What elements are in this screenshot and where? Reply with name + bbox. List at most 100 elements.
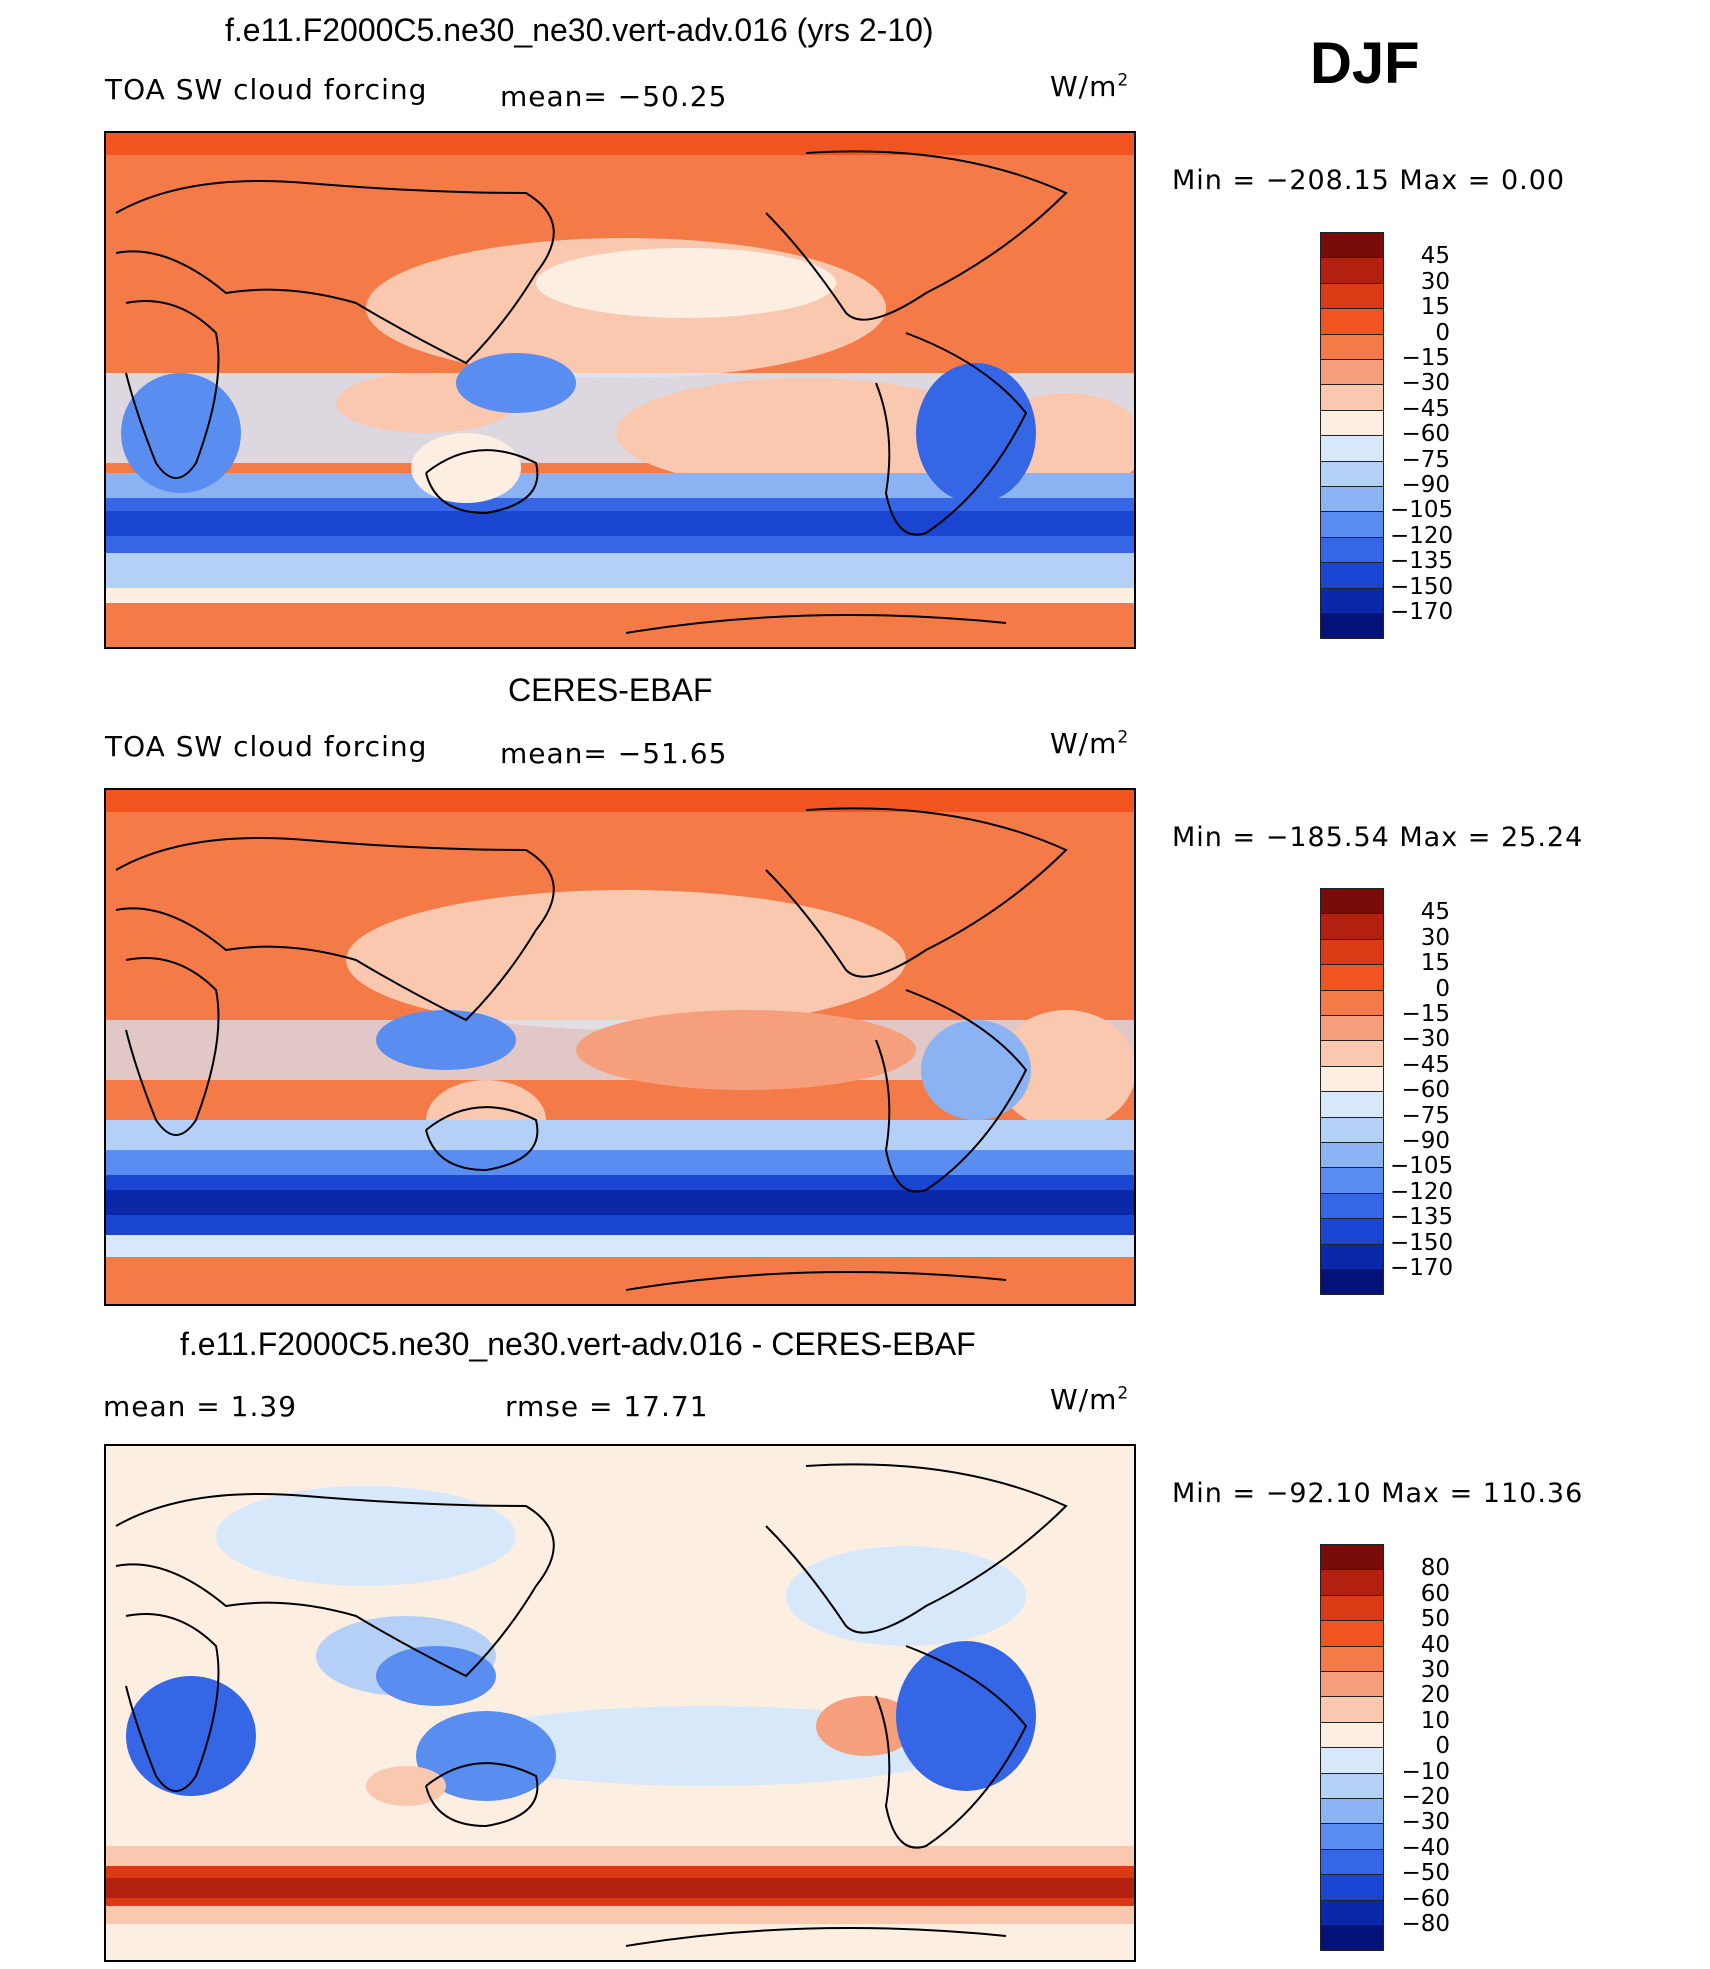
- colorbar-label: 30: [1420, 1657, 1450, 1683]
- colorbar-box: [1320, 562, 1384, 589]
- colorbar-label: 80: [1420, 1555, 1450, 1582]
- colorbar-label: 30: [1420, 924, 1450, 951]
- colorbar-box: [1320, 1721, 1384, 1749]
- colorbar-label: −120: [1390, 522, 1454, 549]
- panel1-units: W/m2: [1050, 70, 1130, 103]
- colorbar-label: 0: [1435, 1733, 1450, 1760]
- colorbar-box: [1320, 359, 1384, 386]
- colorbar-label: −75: [1401, 1102, 1450, 1129]
- colorbar-box: [1320, 1091, 1384, 1118]
- colorbar-box: [1320, 1167, 1384, 1194]
- colorbar-box: [1320, 1192, 1384, 1220]
- panel3-map: [104, 1444, 1136, 1962]
- colorbar-box: [1320, 1645, 1384, 1672]
- colorbar-box: [1320, 1569, 1384, 1596]
- colorbar-label: −60: [1401, 1077, 1450, 1104]
- colorbar-label: −45: [1401, 395, 1450, 422]
- colorbar-box: [1320, 613, 1384, 640]
- colorbar-box: [1320, 1848, 1384, 1876]
- colorbar-box: [1320, 989, 1384, 1016]
- colorbar-label: −15: [1401, 1001, 1450, 1027]
- colorbar-box: [1320, 1798, 1384, 1825]
- colorbar-label: −30: [1401, 1026, 1450, 1053]
- colorbar-label: 60: [1420, 1580, 1450, 1607]
- panel1-title: f.e11.F2000C5.ne30_ne30.vert-adv.016 (yr…: [225, 12, 934, 48]
- colorbar-box: [1320, 409, 1384, 437]
- colorbar-box: [1320, 460, 1384, 487]
- colorbar-box: [1320, 1696, 1384, 1723]
- colorbar-label: 40: [1420, 1631, 1450, 1658]
- colorbar-label: −135: [1390, 1204, 1454, 1231]
- colorbar-box: [1320, 1620, 1384, 1647]
- colorbar-label: −40: [1401, 1834, 1450, 1861]
- colorbar-box: [1320, 1218, 1384, 1245]
- colorbar-box: [1320, 1269, 1384, 1296]
- panel1-variable-label: TOA SW cloud forcing: [105, 73, 428, 106]
- colorbar-box: [1320, 1899, 1384, 1926]
- colorbar-label: 50: [1420, 1606, 1450, 1633]
- colorbar-label: −105: [1390, 1153, 1454, 1180]
- colorbar-label: −45: [1401, 1051, 1450, 1078]
- panel2-title: CERES-EBAF: [508, 672, 713, 708]
- panel1-minmax: Min = −208.15 Max = 0.00: [1172, 165, 1566, 196]
- panel2-minmax: Min = −185.54 Max = 25.24: [1172, 822, 1584, 853]
- colorbar-box: [1320, 384, 1384, 411]
- colorbar-box: [1320, 1925, 1384, 1952]
- panel2-units: W/m2: [1050, 727, 1130, 760]
- colorbar-box: [1320, 1243, 1384, 1270]
- colorbar-label: 15: [1420, 950, 1450, 977]
- colorbar-label: 0: [1435, 319, 1450, 346]
- colorbar-box: [1320, 308, 1384, 335]
- colorbar-label: −150: [1390, 573, 1454, 600]
- colorbar-box: [1320, 486, 1384, 513]
- panel3-rmse: rmse = 17.71: [505, 1390, 709, 1423]
- colorbar-box: [1320, 282, 1384, 310]
- colorbar-label: −150: [1390, 1229, 1454, 1256]
- colorbar-box: [1320, 333, 1384, 360]
- colorbar-box: [1320, 913, 1384, 940]
- colorbar-box: [1320, 1747, 1384, 1774]
- colorbar-box: [1320, 938, 1384, 966]
- colorbar-label: 20: [1420, 1682, 1450, 1709]
- colorbar-label: −20: [1401, 1784, 1450, 1810]
- colorbar-box: [1320, 232, 1384, 259]
- colorbar-box: [1320, 1544, 1384, 1571]
- colorbar-label: −90: [1401, 472, 1450, 498]
- colorbar-box: [1320, 1142, 1384, 1169]
- panel2-map: [104, 788, 1136, 1306]
- colorbar-box: [1320, 1823, 1384, 1850]
- colorbar-label: −90: [1401, 1128, 1450, 1154]
- season-label: DJF: [1310, 31, 1420, 96]
- colorbar-box: [1320, 435, 1384, 462]
- colorbar-label: −60: [1401, 421, 1450, 448]
- colorbar-label: −105: [1390, 497, 1454, 524]
- colorbar-label: 45: [1420, 243, 1450, 270]
- panel3-units: W/m2: [1050, 1383, 1130, 1416]
- colorbar-label: −60: [1401, 1885, 1450, 1912]
- colorbar-box: [1320, 1065, 1384, 1093]
- colorbar-box: [1320, 1116, 1384, 1143]
- colorbar-box: [1320, 536, 1384, 564]
- colorbar-label: −75: [1401, 446, 1450, 473]
- colorbar-box: [1320, 1594, 1384, 1622]
- colorbar-box: [1320, 1015, 1384, 1042]
- colorbar-label: −10: [1401, 1758, 1450, 1785]
- colorbar-box: [1320, 1772, 1384, 1799]
- panel3-title: f.e11.F2000C5.ne30_ne30.vert-adv.016 - C…: [180, 1326, 976, 1362]
- colorbar-label: −120: [1390, 1178, 1454, 1205]
- colorbar-label: −170: [1390, 1255, 1454, 1281]
- colorbar-label: −80: [1401, 1911, 1450, 1937]
- panel3-minmax: Min = −92.10 Max = 110.36: [1172, 1478, 1584, 1509]
- colorbar-label: 15: [1420, 294, 1450, 321]
- colorbar-label: 10: [1420, 1707, 1450, 1734]
- colorbar-box: [1320, 964, 1384, 991]
- colorbar-label: −135: [1390, 548, 1454, 575]
- colorbar-box: [1320, 257, 1384, 284]
- colorbar-label: −30: [1401, 370, 1450, 397]
- colorbar-label: −170: [1390, 599, 1454, 625]
- colorbar-box: [1320, 1671, 1384, 1698]
- colorbar-label: −15: [1401, 345, 1450, 371]
- panel1-mean: mean= −50.25: [500, 80, 728, 113]
- colorbar-box: [1320, 511, 1384, 538]
- panel3-mean: mean = 1.39: [103, 1390, 298, 1423]
